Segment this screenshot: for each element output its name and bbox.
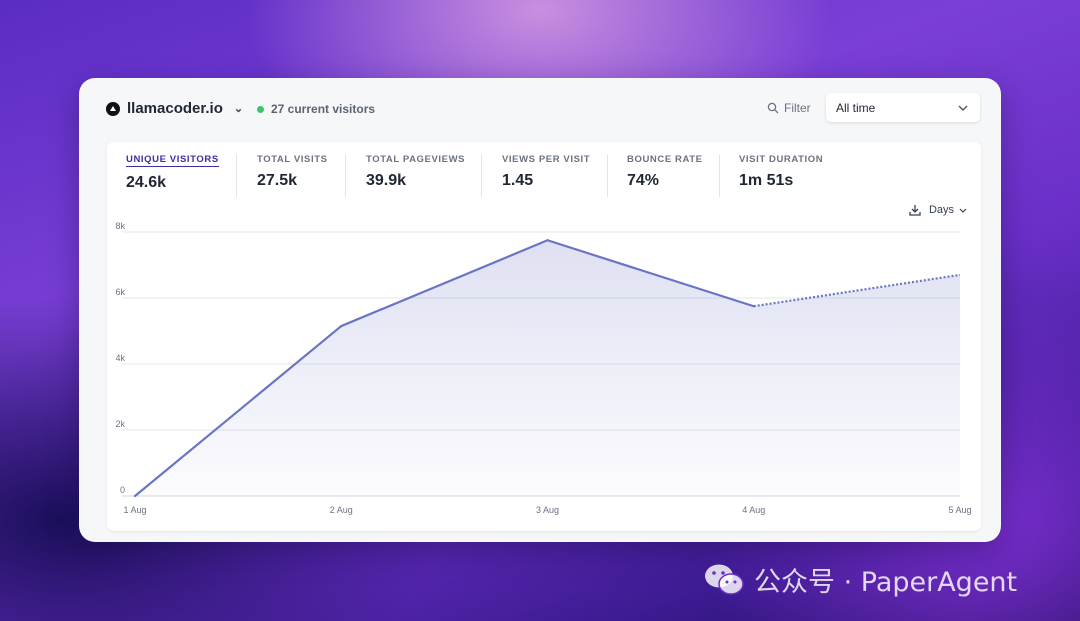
stat-label: TOTAL VISITS (257, 154, 328, 165)
stat-bounce-rate[interactable]: BOUNCE RATE 74% (627, 154, 703, 190)
stats-row: UNIQUE VISITORS 24.6k TOTAL VISITS 27.5k… (107, 142, 981, 212)
live-dot-icon (257, 105, 264, 113)
stat-divider (236, 154, 237, 197)
stat-value: 24.6k (126, 174, 167, 191)
chevron-down-icon: ⌄ (233, 103, 244, 115)
stat-total-visits[interactable]: TOTAL VISITS 27.5k (257, 154, 328, 190)
chevron-down-icon (959, 208, 967, 213)
stats-panel: UNIQUE VISITORS 24.6k TOTAL VISITS 27.5k… (107, 142, 981, 531)
stat-unique-visitors[interactable]: UNIQUE VISITORS 24.6k (126, 154, 219, 192)
current-visitors[interactable]: 27 current visitors (257, 102, 375, 116)
x-tick-label: 4 Aug (742, 505, 765, 515)
stat-divider (481, 154, 482, 197)
stat-label: TOTAL PAGEVIEWS (366, 154, 466, 165)
interval-label: Days (928, 204, 954, 216)
series-line-dotted-segment (753, 273, 961, 308)
stat-label: UNIQUE VISITORS (126, 154, 219, 167)
site-logo-icon (106, 101, 120, 116)
series-line-segment (340, 239, 549, 328)
y-tick-label: 2k (115, 419, 125, 429)
stat-visit-duration[interactable]: VISIT DURATION 1m 51s (739, 154, 823, 190)
y-tick-label: 4k (115, 353, 125, 363)
stat-value: 1.45 (502, 172, 534, 189)
date-range-select[interactable]: All time (826, 93, 980, 122)
series-line-segment (133, 324, 343, 498)
y-tick-label: 8k (115, 221, 125, 231)
site-switcher[interactable]: llamacoder.io ⌄ (106, 100, 243, 117)
stat-total-pageviews[interactable]: TOTAL PAGEVIEWS 39.9k (366, 154, 465, 190)
stat-value: 27.5k (257, 172, 298, 189)
stat-divider (719, 154, 720, 197)
stat-divider (607, 154, 608, 197)
download-icon[interactable] (909, 204, 921, 216)
search-icon (767, 102, 779, 114)
filter-button[interactable]: Filter (767, 101, 811, 115)
watermark: 公众号 · PaperAgent (704, 560, 1017, 599)
series-line-segment (546, 239, 755, 308)
stat-value: 39.9k (366, 172, 407, 189)
stat-divider (345, 154, 346, 197)
stat-views-per-visit[interactable]: VIEWS PER VISIT 1.45 (502, 154, 590, 190)
x-tick-label: 2 Aug (330, 505, 353, 515)
watermark-text: 公众号 · PaperAgent (754, 567, 1018, 598)
visitors-chart: 0 2k 4k 6k 8k 1 Aug 2 Aug 3 Aug 4 Aug 5 Aug (115, 221, 971, 515)
x-tick-label: 5 Aug (948, 505, 971, 515)
site-name: llamacoder.io (127, 100, 223, 117)
top-bar: llamacoder.io ⌄ 27 current visitors Filt… (79, 78, 1001, 138)
stat-label: VISIT DURATION (739, 154, 824, 165)
area-fill (135, 240, 960, 496)
chevron-down-icon (958, 105, 968, 111)
stat-value: 74% (627, 172, 660, 189)
y-tick-label: 0 (120, 485, 125, 495)
stat-value: 1m 51s (739, 172, 794, 189)
x-tick-label: 1 Aug (123, 505, 146, 515)
filter-label: Filter (784, 101, 811, 115)
y-tick-label: 6k (115, 287, 125, 297)
date-range-value: All time (836, 100, 876, 115)
wechat-icon (704, 563, 744, 597)
stat-label: VIEWS PER VISIT (502, 154, 591, 165)
analytics-card: llamacoder.io ⌄ 27 current visitors Filt… (79, 78, 1001, 542)
stat-label: BOUNCE RATE (627, 154, 703, 165)
x-tick-label: 3 Aug (536, 505, 559, 515)
interval-select[interactable]: Days (929, 204, 967, 216)
interval-controls: Days (909, 204, 967, 216)
current-visitors-label: 27 current visitors (271, 102, 376, 116)
